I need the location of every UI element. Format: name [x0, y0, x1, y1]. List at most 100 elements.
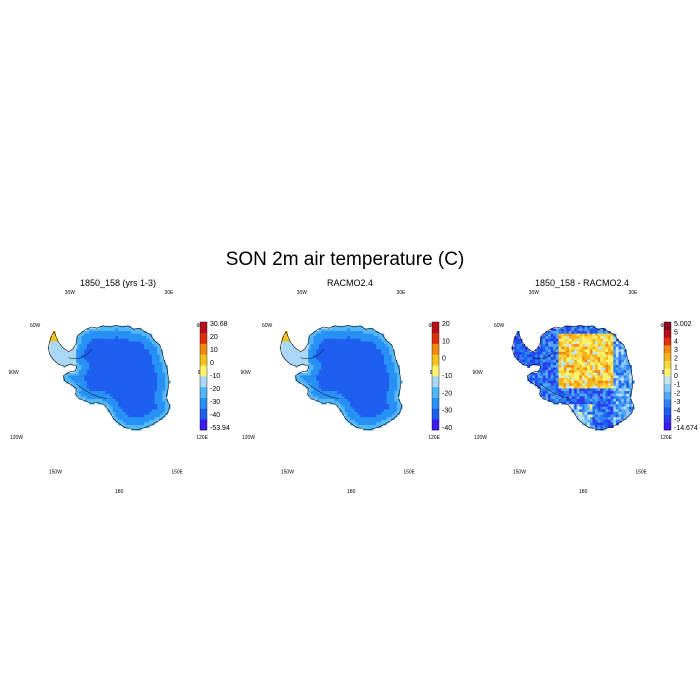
map-cell [556, 373, 559, 376]
map-cell [108, 370, 111, 373]
map-cell [100, 373, 103, 376]
map-cell [324, 355, 327, 358]
map-cell [572, 399, 575, 402]
map-cell [87, 365, 90, 368]
map-cell [624, 404, 627, 407]
map-cell [332, 383, 335, 386]
map-cell [579, 409, 582, 412]
map-cell [282, 341, 285, 344]
map-cell [519, 357, 522, 360]
map-cell [384, 375, 387, 378]
map-cell [366, 415, 369, 418]
map-cell [290, 349, 293, 352]
map-cell [95, 362, 98, 365]
map-cell [324, 388, 327, 391]
map-cell [126, 401, 129, 404]
map-cell [545, 339, 548, 342]
map-cell [598, 394, 601, 397]
map-cell [545, 394, 548, 397]
map-cell [337, 394, 340, 397]
map-cell [569, 347, 572, 350]
map-cell [313, 391, 316, 394]
map-cell [110, 360, 113, 363]
map-cell [373, 388, 376, 391]
map-cell [626, 399, 629, 402]
colorbar-label: -40 [210, 412, 220, 419]
map-cell [358, 407, 361, 410]
map-cell [165, 407, 168, 410]
map-cell [337, 355, 340, 358]
map-cell [553, 344, 556, 347]
map-cell [345, 352, 348, 355]
map-cell [543, 336, 546, 339]
map-cell [350, 378, 353, 381]
map-cell [160, 355, 163, 358]
map-cell [157, 396, 160, 399]
map-cell [358, 415, 361, 418]
map-cell [577, 381, 580, 384]
map-cell [123, 404, 126, 407]
map-cell [561, 349, 564, 352]
map-cell [350, 399, 353, 402]
map-cell [592, 417, 595, 420]
map-cell [160, 378, 163, 381]
map-cell [566, 399, 569, 402]
map-cell [149, 394, 152, 397]
map-cell [608, 383, 611, 386]
map-cell [141, 386, 144, 389]
map-cell [141, 352, 144, 355]
map-cell [113, 344, 116, 347]
map-cell [595, 412, 598, 415]
map-cell [139, 383, 142, 386]
map-cell [308, 349, 311, 352]
map-cell [616, 401, 619, 404]
map-cell [350, 381, 353, 384]
map-cell [87, 396, 90, 399]
map-cell [115, 365, 118, 368]
map-cell [332, 378, 335, 381]
map-cell [598, 407, 601, 410]
map-cell [308, 370, 311, 373]
map-cell [155, 378, 158, 381]
map-cell [574, 388, 577, 391]
map-cell [95, 386, 98, 389]
map-cell [616, 352, 619, 355]
map-cell [613, 417, 616, 420]
map-cell [384, 362, 387, 365]
map-cell [347, 373, 350, 376]
map-cell [121, 352, 124, 355]
map-cell [603, 339, 606, 342]
map-cell [126, 407, 129, 410]
map-cell [358, 378, 361, 381]
map-cell [105, 370, 108, 373]
map-cell [149, 349, 152, 352]
map-cell [551, 368, 554, 371]
map-cell [629, 381, 632, 384]
map-cell [308, 388, 311, 391]
map-cell [105, 378, 108, 381]
map-cell [121, 344, 124, 347]
map-cell [152, 417, 155, 420]
map-cell [76, 349, 79, 352]
map-cell [574, 344, 577, 347]
map-cell [556, 362, 559, 365]
map-cell [134, 386, 137, 389]
map-cell [160, 404, 163, 407]
map-cell [87, 331, 90, 334]
map-cell [389, 407, 392, 410]
map-cell [389, 357, 392, 360]
map-cell [384, 383, 387, 386]
map-cell [548, 339, 551, 342]
map-cell [121, 341, 124, 344]
map-cell [587, 417, 590, 420]
map-cell [585, 373, 588, 376]
map-cell [345, 355, 348, 358]
map-cell [611, 401, 614, 404]
map-cell [115, 344, 118, 347]
map-cell [113, 334, 116, 337]
map-cell [592, 328, 595, 331]
map-cell [595, 370, 598, 373]
map-cell [579, 365, 582, 368]
map-cell [118, 401, 121, 404]
map-cell [545, 396, 548, 399]
